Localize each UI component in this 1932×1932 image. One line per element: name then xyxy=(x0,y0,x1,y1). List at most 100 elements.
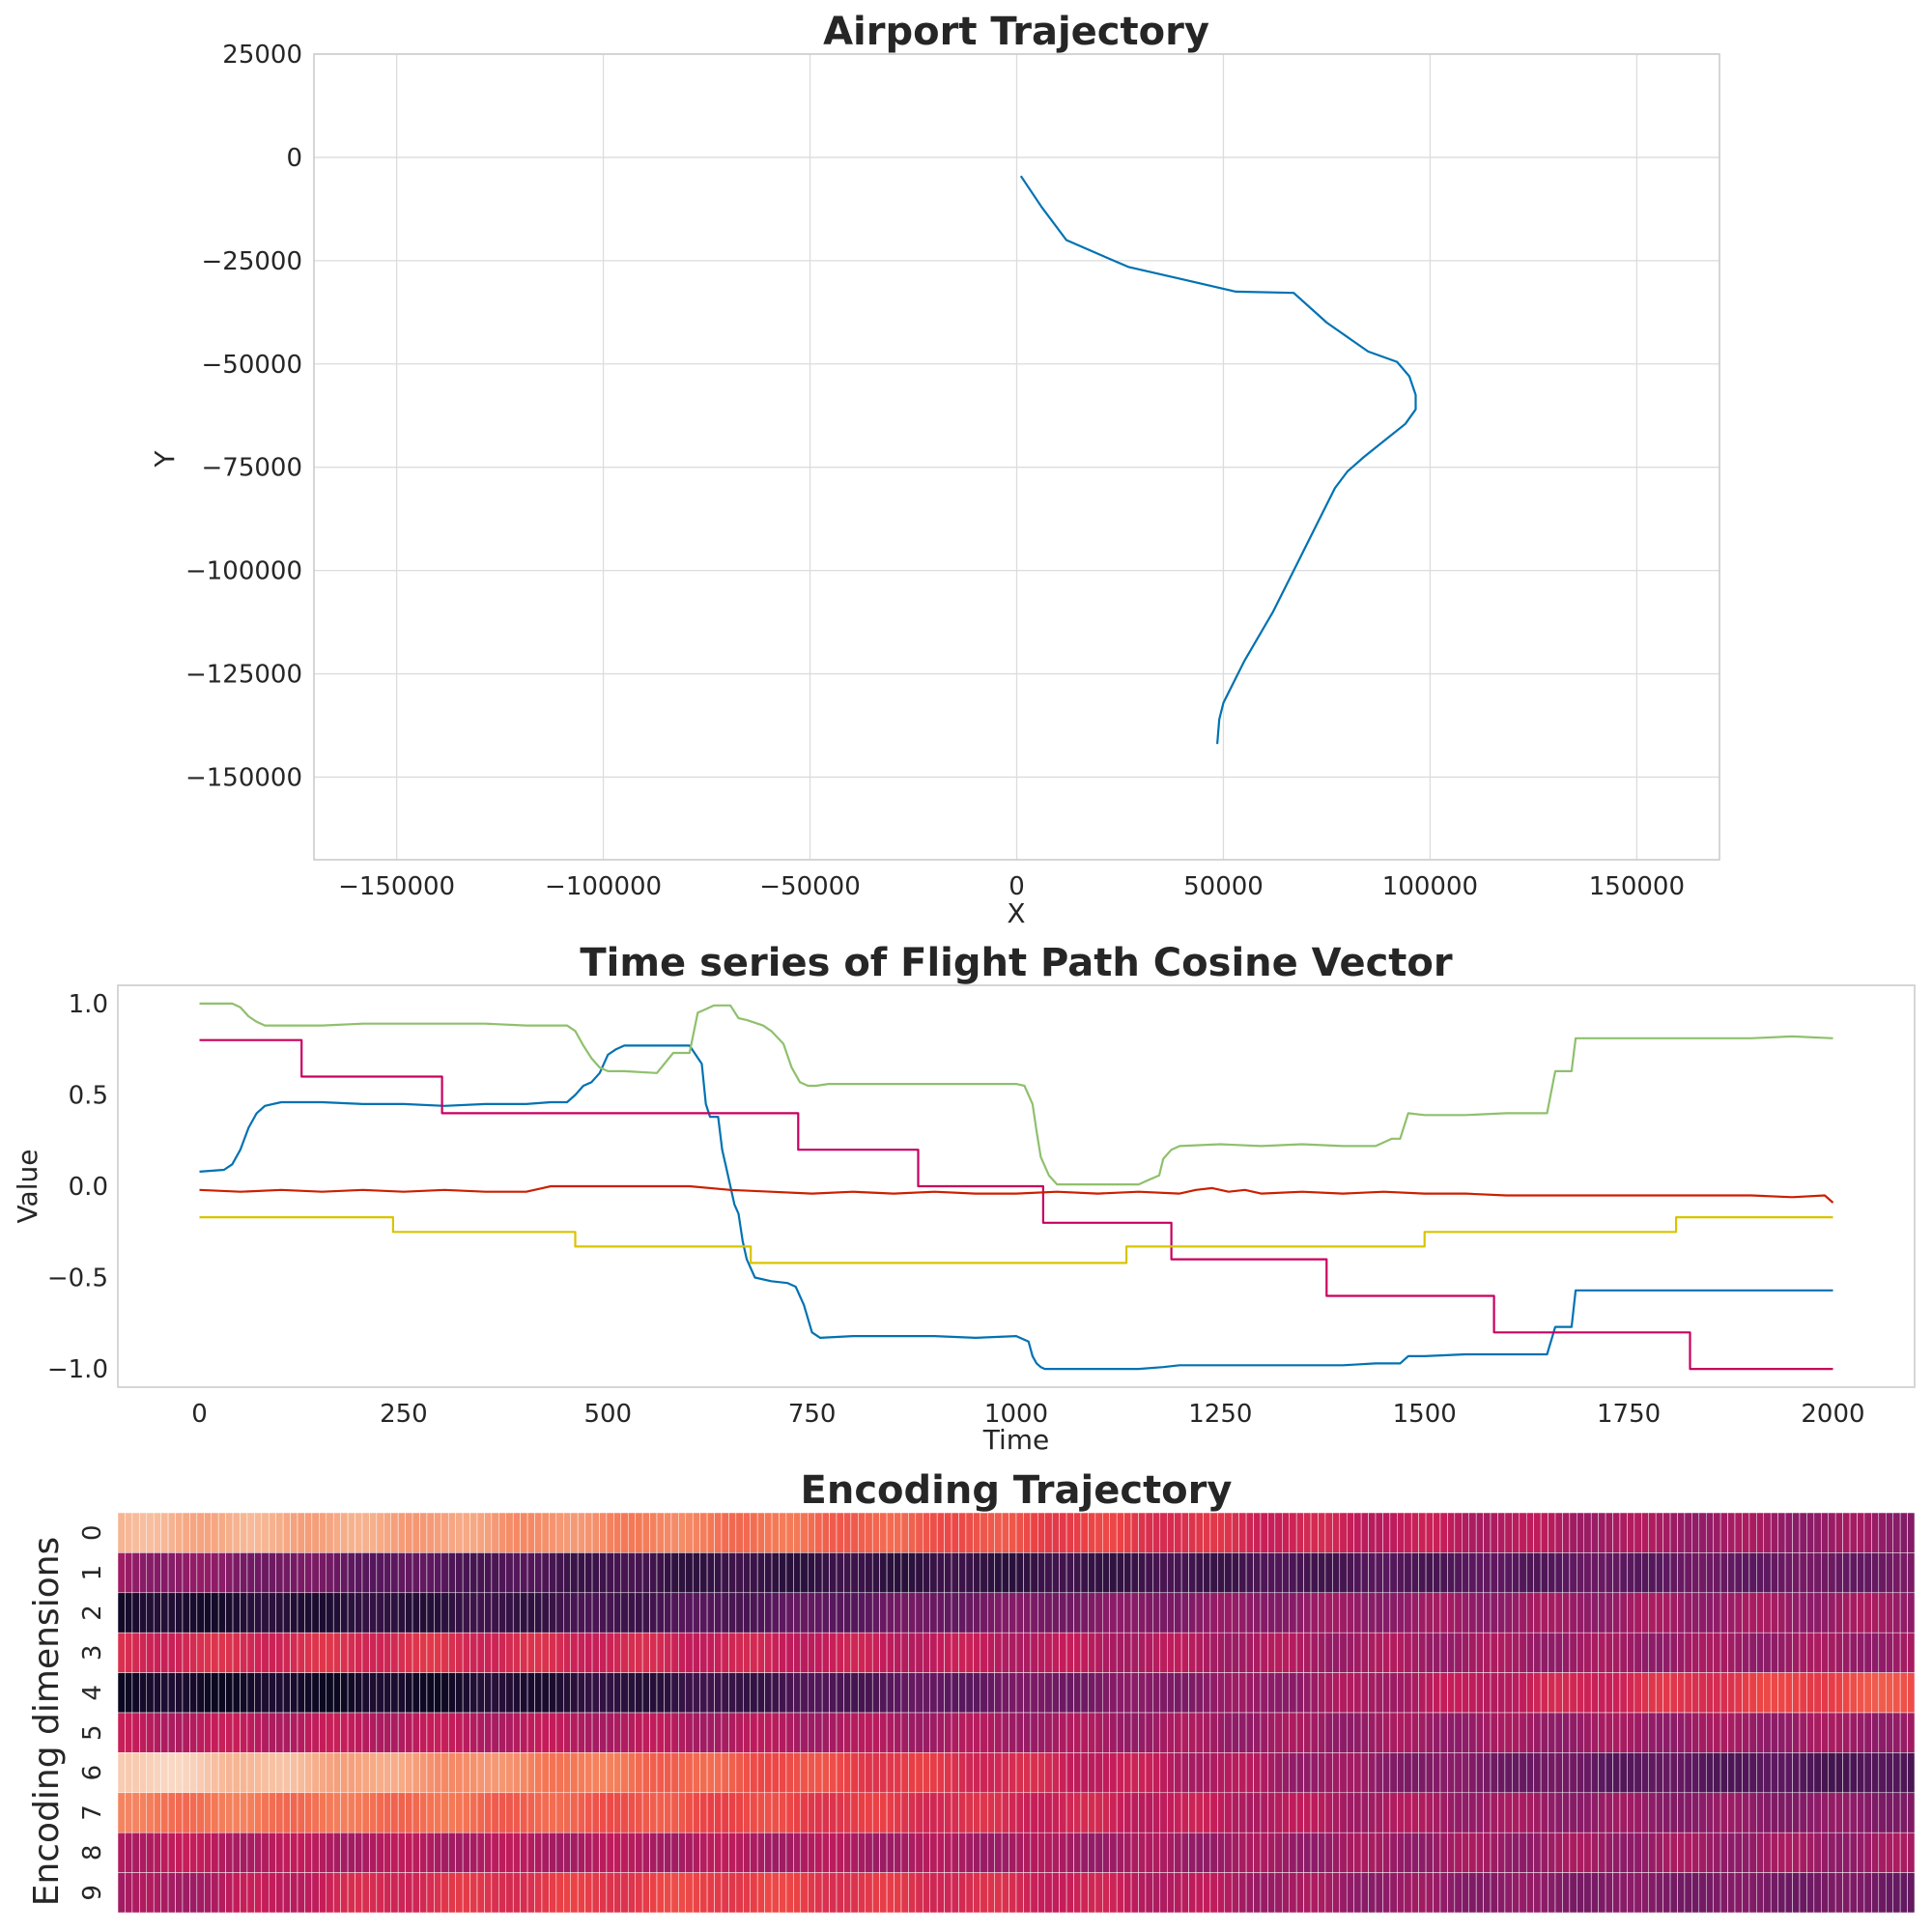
heatmap-cell xyxy=(1562,1792,1571,1833)
heatmap-cell xyxy=(1691,1792,1700,1833)
heatmap-cell xyxy=(376,1632,384,1673)
heatmap-cell xyxy=(167,1512,176,1553)
heatmap-cell xyxy=(1577,1712,1585,1753)
heatmap-cell xyxy=(1318,1872,1326,1914)
heatmap-cell xyxy=(1857,1832,1865,1873)
heatmap-cell xyxy=(1770,1752,1778,1794)
heatmap-cell xyxy=(714,1512,723,1553)
heatmap-cell xyxy=(1583,1832,1592,1873)
heatmap-cell xyxy=(1188,1512,1197,1553)
heatmap-cell xyxy=(1130,1592,1139,1634)
heatmap-cell xyxy=(240,1672,248,1714)
heatmap-cell xyxy=(1821,1552,1829,1594)
heatmap-cell xyxy=(319,1752,327,1794)
heatmap-cell xyxy=(1224,1792,1233,1833)
heatmap-cell xyxy=(1188,1632,1197,1673)
heatmap-cell xyxy=(807,1752,815,1794)
heatmap-cell xyxy=(1130,1712,1139,1753)
heatmap-cell xyxy=(384,1632,391,1673)
heatmap-cell xyxy=(1051,1632,1060,1673)
heatmap-cell xyxy=(1634,1712,1642,1753)
heatmap-cell xyxy=(1224,1632,1233,1673)
heatmap-cell xyxy=(447,1872,456,1914)
heatmap-cell xyxy=(1512,1712,1520,1753)
heatmap-cell xyxy=(1102,1752,1110,1794)
heatmap-cell xyxy=(1734,1632,1743,1673)
heatmap-cell xyxy=(1088,1512,1096,1553)
heatmap-cell xyxy=(319,1872,327,1914)
heatmap-cell xyxy=(1842,1832,1851,1873)
heatmap-cell xyxy=(1540,1872,1548,1914)
heatmap-cell xyxy=(1375,1792,1383,1833)
heatmap-cell xyxy=(1525,1832,1534,1873)
heatmap-cell xyxy=(1857,1592,1865,1634)
heatmap-cell xyxy=(1669,1752,1678,1794)
heatmap-cell xyxy=(1727,1632,1736,1673)
heatmap-cell xyxy=(1224,1712,1233,1753)
heatmap-cell xyxy=(1030,1792,1038,1833)
heatmap-cell xyxy=(1253,1712,1262,1753)
heatmap-cell xyxy=(1554,1592,1563,1634)
heatmap-cell xyxy=(1619,1752,1628,1794)
heatmap-cell xyxy=(1138,1632,1147,1673)
heatmap-cell xyxy=(1174,1752,1182,1794)
heatmap-cell xyxy=(1051,1672,1060,1714)
heatmap-cell xyxy=(1863,1832,1872,1873)
heatmap-cell xyxy=(167,1872,176,1914)
heatmap-cell xyxy=(1742,1832,1750,1873)
heatmap-cell xyxy=(951,1672,959,1714)
heatmap-cell xyxy=(1554,1872,1563,1914)
heatmap-cell xyxy=(1116,1632,1124,1673)
heatmap-cell xyxy=(1051,1592,1060,1634)
heatmap-cell xyxy=(1094,1592,1103,1634)
heatmap-cell xyxy=(1389,1592,1398,1634)
heatmap-cell xyxy=(1001,1672,1009,1714)
heatmap-cell xyxy=(1267,1592,1276,1634)
heatmap-cell xyxy=(944,1512,952,1553)
heatmap-cell xyxy=(1777,1752,1786,1794)
heatmap-cell xyxy=(1418,1712,1427,1753)
heatmap-cell xyxy=(1203,1752,1211,1794)
heatmap-cell xyxy=(670,1832,679,1873)
heatmap-cell xyxy=(779,1592,787,1634)
heatmap-cell xyxy=(240,1712,248,1753)
heatmap-cell xyxy=(1842,1592,1851,1634)
heatmap-cell xyxy=(512,1552,521,1594)
heatmap-cell xyxy=(204,1592,212,1634)
heatmap-cell xyxy=(807,1712,815,1753)
heatmap-cell xyxy=(555,1552,564,1594)
heatmap-cell xyxy=(944,1632,952,1673)
heatmap-cell xyxy=(282,1792,291,1833)
heatmap-cell xyxy=(275,1792,284,1833)
heatmap-cell xyxy=(1166,1512,1175,1553)
heatmap-cell xyxy=(1490,1792,1498,1833)
heatmap-cell xyxy=(756,1792,765,1833)
heatmap-cell xyxy=(1468,1712,1477,1753)
heatmap-cell xyxy=(1857,1752,1865,1794)
heatmap-cell xyxy=(678,1592,687,1634)
heatmap-cell xyxy=(728,1512,737,1553)
heatmap-cell xyxy=(1756,1872,1765,1914)
heatmap-cell xyxy=(1289,1712,1297,1753)
heatmap-cell xyxy=(923,1592,930,1634)
heatmap-cell xyxy=(1806,1592,1815,1634)
heatmap-cell xyxy=(1727,1792,1736,1833)
heatmap-cell xyxy=(1583,1792,1592,1833)
heatmap-cell xyxy=(685,1832,694,1873)
heatmap-cell xyxy=(1138,1592,1147,1634)
heatmap-cell xyxy=(1051,1752,1060,1794)
heatmap-cell xyxy=(1001,1832,1009,1873)
heatmap-cell xyxy=(1627,1872,1635,1914)
heatmap-cell xyxy=(491,1872,499,1914)
heatmap-cell xyxy=(246,1872,255,1914)
heatmap-cell xyxy=(958,1872,967,1914)
heatmap-cell xyxy=(1569,1712,1577,1753)
heatmap-cell xyxy=(836,1832,844,1873)
heatmap-cell xyxy=(419,1792,428,1833)
heatmap-cell xyxy=(1382,1672,1391,1714)
heatmap-cell xyxy=(397,1712,406,1753)
heatmap-cell xyxy=(1116,1792,1124,1833)
heatmap-cell xyxy=(627,1552,636,1594)
heatmap-cell xyxy=(664,1592,672,1634)
